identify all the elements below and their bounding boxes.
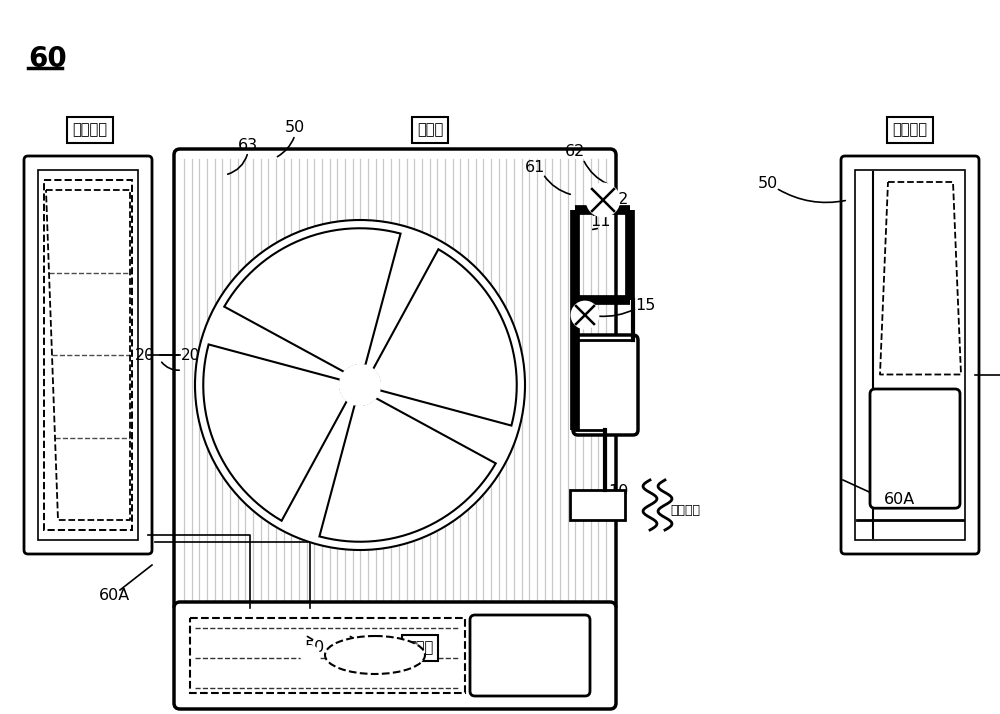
FancyBboxPatch shape	[24, 156, 152, 554]
Text: 仰視圖: 仰視圖	[407, 640, 433, 655]
FancyBboxPatch shape	[174, 149, 616, 611]
Text: 左側視圖: 左側視圖	[72, 123, 108, 138]
Text: 50: 50	[305, 640, 325, 655]
FancyBboxPatch shape	[870, 389, 960, 508]
FancyBboxPatch shape	[470, 615, 590, 696]
Text: 50: 50	[758, 176, 778, 191]
Text: 15: 15	[635, 298, 655, 313]
Bar	[570, 490, 625, 520]
Text: 60: 60	[28, 45, 67, 73]
Bar	[855, 170, 965, 540]
Bar	[38, 170, 138, 540]
Polygon shape	[203, 344, 347, 521]
Text: 20: 20	[181, 348, 200, 363]
Text: 12: 12	[608, 193, 628, 208]
Polygon shape	[319, 398, 496, 542]
Circle shape	[301, 646, 319, 664]
Polygon shape	[224, 228, 401, 372]
FancyBboxPatch shape	[573, 335, 638, 435]
Circle shape	[572, 302, 598, 328]
Text: 11: 11	[590, 214, 610, 229]
Text: 62: 62	[565, 144, 585, 159]
Text: 后視圖: 后視圖	[417, 123, 443, 138]
Circle shape	[340, 365, 380, 405]
Text: 60A: 60A	[884, 493, 915, 508]
Text: 向室內機: 向室內機	[670, 503, 700, 516]
Circle shape	[195, 220, 525, 550]
Text: 50: 50	[285, 121, 305, 136]
Text: 10: 10	[608, 485, 628, 500]
Text: 20: 20	[135, 348, 155, 363]
Polygon shape	[373, 249, 517, 426]
Ellipse shape	[325, 636, 425, 674]
FancyBboxPatch shape	[174, 602, 616, 709]
FancyBboxPatch shape	[841, 156, 979, 554]
Text: 右側視圖: 右側視圖	[893, 123, 928, 138]
Text: 60A: 60A	[99, 588, 131, 603]
Circle shape	[587, 184, 619, 216]
Bar	[190, 618, 465, 693]
Text: 63: 63	[238, 138, 258, 153]
Text: 20: 20	[352, 640, 372, 655]
Bar	[44, 180, 132, 530]
Text: 61: 61	[525, 161, 545, 176]
